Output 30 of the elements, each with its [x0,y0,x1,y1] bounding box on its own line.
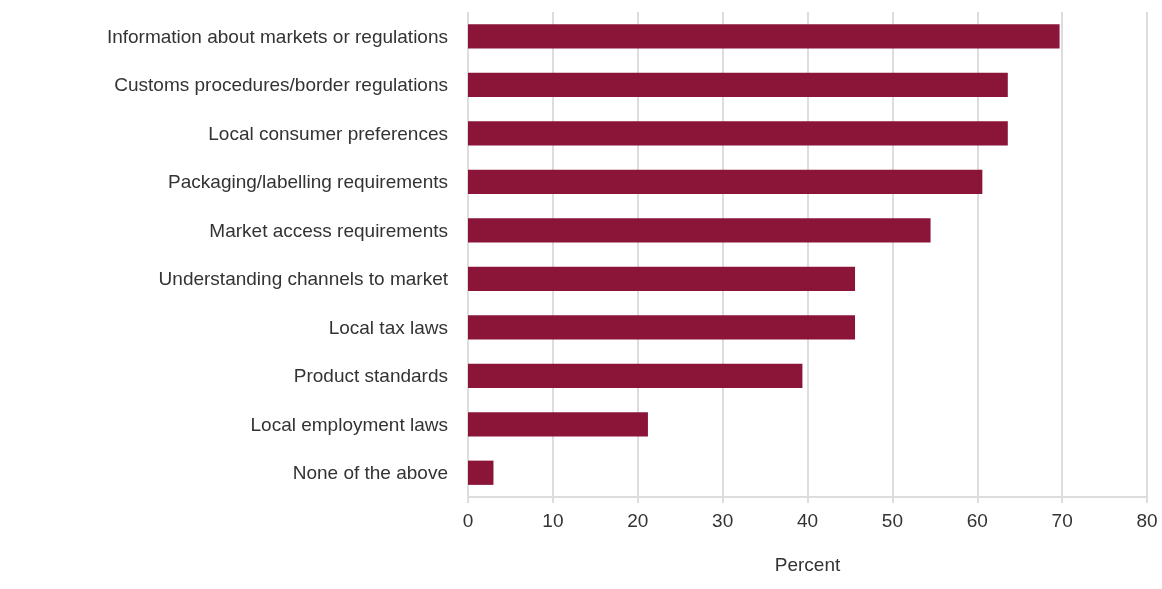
y-tick-label: Product standards [293,365,448,387]
y-tick-label: Local tax laws [328,316,448,338]
bar [468,460,494,485]
x-tick-label: 20 [627,510,649,531]
x-tick-label: 30 [712,510,734,531]
bar [468,363,803,388]
bar [468,72,1008,97]
bar [468,218,931,243]
x-tick-label: 70 [1051,510,1073,531]
x-axis-title: Percent [774,554,841,575]
bar [468,24,1060,49]
x-tick-label: 0 [462,510,474,531]
x-tick-label: 10 [542,510,564,531]
y-tick-label: Market access requirements [209,219,448,241]
x-tick-label: 50 [881,510,903,531]
bar [468,412,648,437]
y-tick-label: Local consumer preferences [208,122,448,144]
y-tick-label: Packaging/labelling requirements [168,171,448,193]
y-tick-label: Customs procedures/border regulations [114,74,448,96]
x-tick-label: 80 [1136,510,1158,531]
y-tick-label: Understanding channels to market [158,268,449,290]
x-tick-label: 40 [796,510,819,531]
y-tick-label: Local employment laws [250,413,448,435]
bar [468,121,1008,146]
bar [468,169,983,194]
bar [468,266,856,291]
x-tick-label: 60 [966,510,988,531]
y-tick-label: Information about markets or regulations [106,25,448,47]
bar [468,315,856,340]
y-tick-label: None of the above [292,462,448,484]
